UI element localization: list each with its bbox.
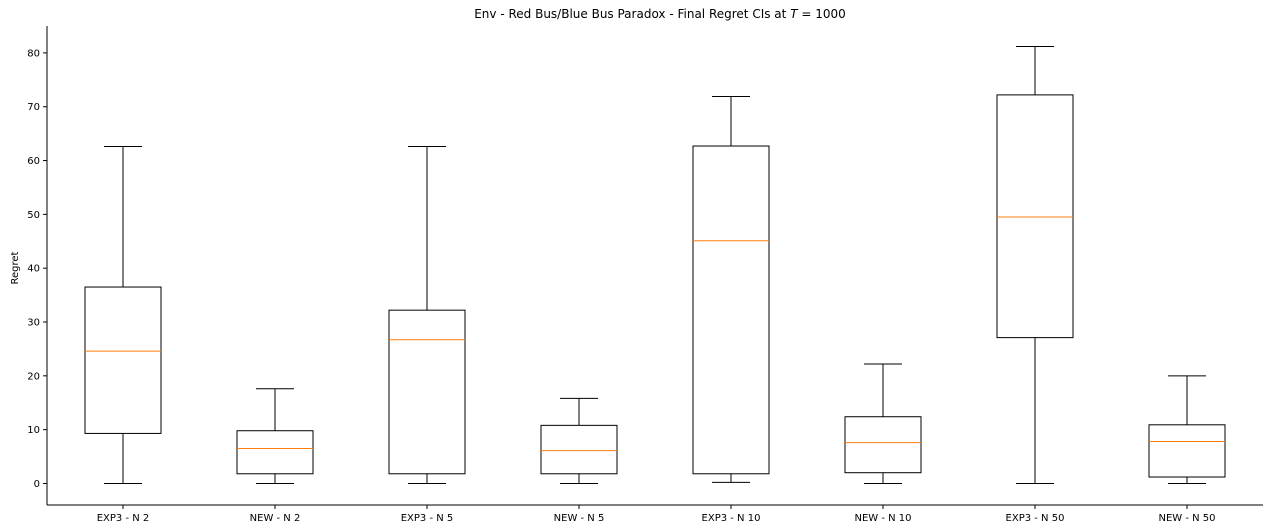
y-tick-label: 0	[34, 479, 40, 490]
x-tick-label: NEW - N 10	[854, 513, 911, 524]
plot-area: 0 10 20 30 40 50 60 70 80 EXP3 - N 2 NEW - N 2 EXP3…	[27, 26, 1263, 524]
box-iqr	[388, 309, 466, 475]
y-tick-label: 10	[27, 425, 40, 436]
y-axis-label: Regret	[10, 251, 21, 284]
box-iqr	[236, 430, 314, 475]
x-tick-label: NEW - N 5	[554, 513, 605, 524]
chart-title: Env - Red Bus/Blue Bus Paradox - Final R…	[474, 7, 846, 21]
box-iqr	[844, 416, 922, 474]
box-iqr	[692, 145, 770, 475]
y-tick-label: 80	[27, 48, 40, 59]
x-tick-label: EXP3 - N 10	[702, 513, 761, 524]
box-iqr	[1148, 424, 1226, 478]
y-tick-label: 20	[27, 371, 40, 382]
x-tick-label: EXP3 - N 5	[401, 513, 454, 524]
y-tick-label: 50	[27, 210, 40, 221]
x-tick-label: EXP3 - N 50	[1006, 513, 1065, 524]
y-tick-label: 60	[27, 156, 40, 167]
x-tick-label: NEW - N 2	[250, 513, 301, 524]
box-iqr	[84, 286, 162, 434]
box-iqr	[540, 424, 618, 475]
x-tick-label: NEW - N 50	[1158, 513, 1215, 524]
x-tick-label: EXP3 - N 2	[97, 513, 150, 524]
y-tick-label: 30	[27, 318, 40, 329]
y-tick-label: 70	[27, 102, 40, 113]
box-iqr	[996, 94, 1074, 339]
y-tick-label: 40	[27, 264, 40, 275]
